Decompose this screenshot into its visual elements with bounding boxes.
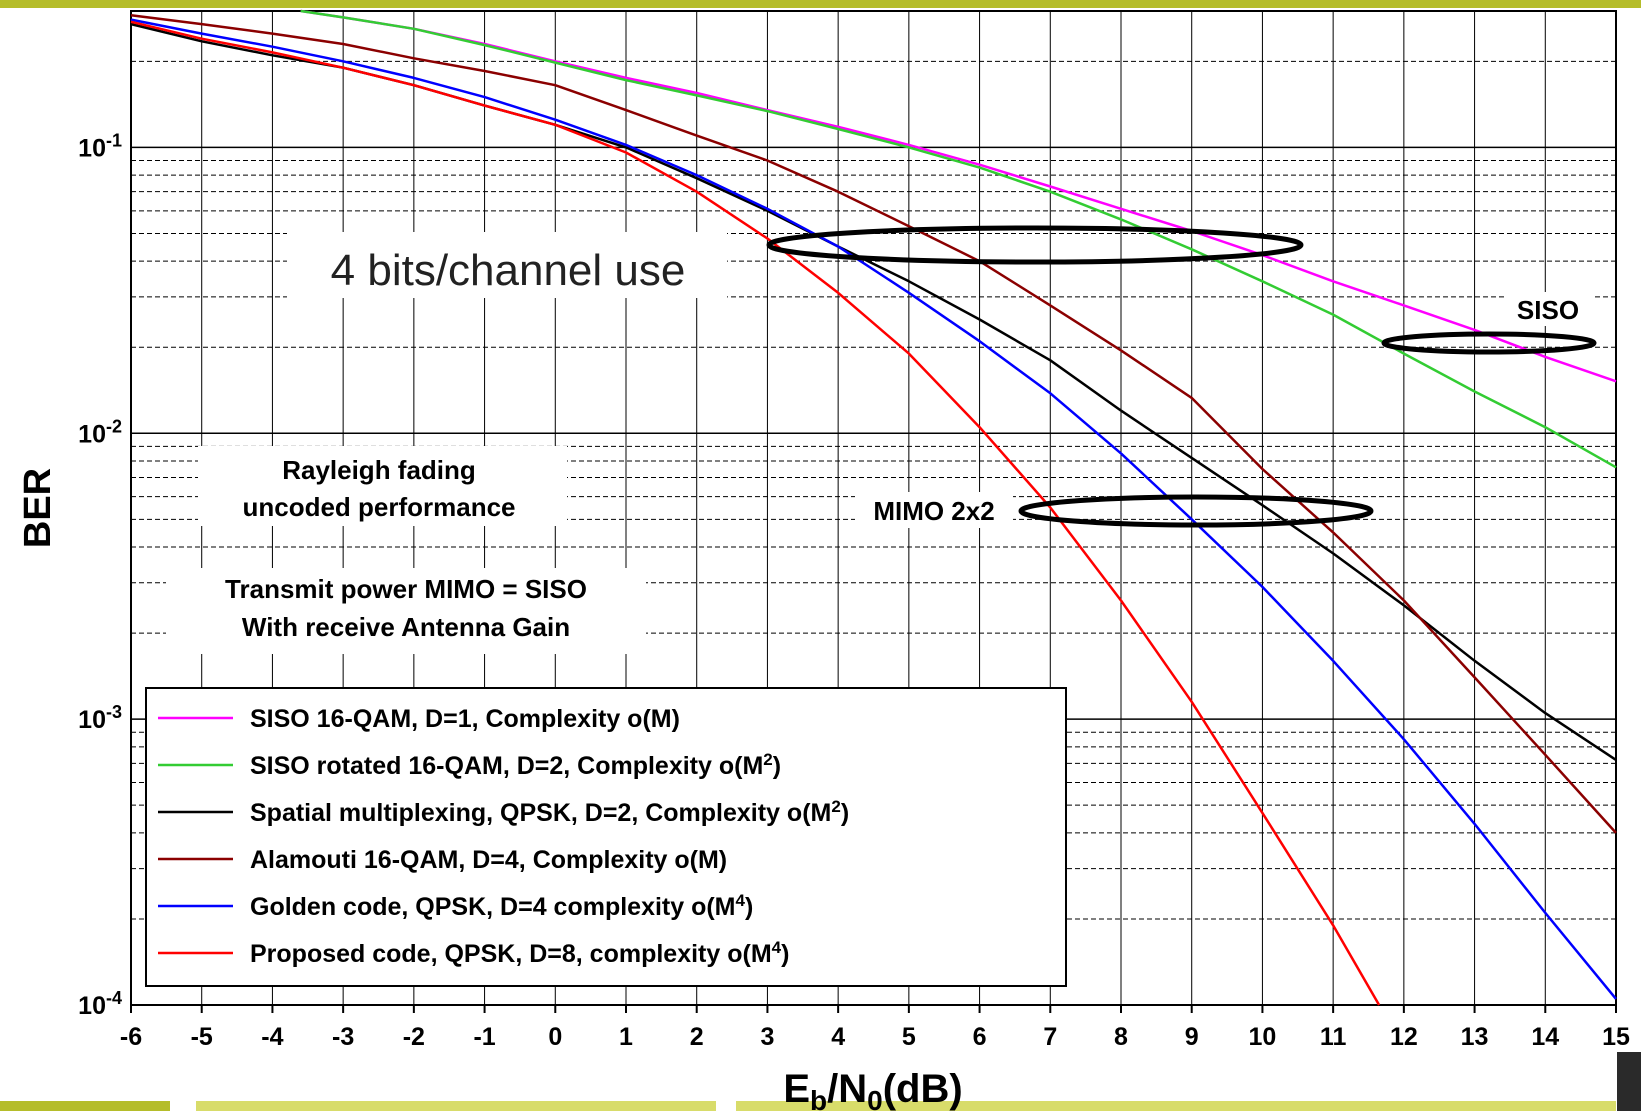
y-axis-title: BER xyxy=(17,468,59,548)
y-tick-label: 10-3 xyxy=(78,702,122,734)
legend-label-1: SISO 16-QAM, D=1, Complexity o(M) xyxy=(250,705,680,733)
legend-label-6: Proposed code, QPSK, D=8, complexity o(M… xyxy=(250,938,789,969)
series-lines xyxy=(130,9,1617,1006)
legend-label-tail: ) xyxy=(745,893,753,921)
fading-label-bg xyxy=(198,446,567,526)
y-tick-base: 10 xyxy=(78,420,106,448)
legend-label-superscript: 4 xyxy=(736,891,746,910)
legend-label-superscript: 2 xyxy=(831,797,840,816)
x-tick-label: -5 xyxy=(191,1023,213,1051)
plot-frame xyxy=(130,10,1617,1006)
x-axis-title-n: /N xyxy=(827,1067,867,1111)
fading-label-line2: uncoded performance xyxy=(242,492,515,522)
x-tick-label: 0 xyxy=(548,1023,562,1051)
legend-label-text: SISO rotated 16-QAM, D=2, Complexity o(M xyxy=(250,752,763,780)
x-axis-title-n-sub: 0 xyxy=(867,1085,883,1111)
legend: SISO 16-QAM, D=1, Complexity o(M) SISO ro… xyxy=(158,705,849,968)
y-tick-label: 10-4 xyxy=(78,988,122,1020)
x-tick-labels: -6 -5 -4 -3 -2 -1 0 1 2 3 4 5 6 7 8 9 10 11 12 13 14 15 xyxy=(120,1005,1630,1051)
bottom-accent-bar-2 xyxy=(196,1101,716,1111)
legend-label-2: SISO rotated 16-QAM, D=2, Complexity o(M… xyxy=(250,750,781,781)
series-line-5 xyxy=(130,18,1617,1000)
legend-label-5: Golden code, QPSK, D=4 complexity o(M4) xyxy=(250,891,753,922)
y-tick-label: 10-2 xyxy=(78,416,122,448)
siso-ellipse xyxy=(1381,331,1597,355)
legend-label-3: Spatial multiplexing, QPSK, D=2, Complex… xyxy=(250,797,849,828)
legend-label-text: SISO 16-QAM, D=1, Complexity o(M) xyxy=(250,705,680,733)
x-tick-label: 6 xyxy=(973,1023,987,1051)
bits-label: 4 bits/channel use xyxy=(331,246,686,295)
x-axis-title: Eb/N0(dB) xyxy=(783,1067,962,1111)
x-tick-label: 15 xyxy=(1602,1023,1630,1051)
x-tick-label: -4 xyxy=(261,1023,283,1051)
legend-box xyxy=(145,687,1067,987)
x-tick-label: 11 xyxy=(1320,1023,1347,1051)
y-tick-exponent: -2 xyxy=(106,416,122,436)
legend-label-tail: ) xyxy=(841,799,849,827)
legend-label-text: Alamouti 16-QAM, D=4, Complexity o(M) xyxy=(250,846,727,874)
y-tick-base: 10 xyxy=(78,134,106,162)
x-tick-label: -1 xyxy=(473,1023,495,1051)
mimo-ellipse xyxy=(1018,494,1374,528)
x-tick-label: 2 xyxy=(690,1023,704,1051)
x-tick-label: 13 xyxy=(1461,1023,1489,1051)
corner-logo xyxy=(1617,1052,1641,1111)
x-tick-label: 1 xyxy=(619,1023,633,1051)
series-line-6 xyxy=(130,20,1381,1006)
bits-label-bg xyxy=(287,232,727,298)
legend-label-text: Golden code, QPSK, D=4 complexity o(M xyxy=(250,893,736,921)
top-accent-bar xyxy=(0,0,1641,8)
power-label-line2: With receive Antenna Gain xyxy=(242,612,570,642)
y-tick-base: 10 xyxy=(78,706,106,734)
series-line-4 xyxy=(130,13,1617,834)
y-tick-exponent: -4 xyxy=(106,988,122,1008)
legend-label-text: Proposed code, QPSK, D=8, complexity o(M xyxy=(250,940,772,968)
x-tick-label: 4 xyxy=(831,1023,845,1051)
siso-label-bg xyxy=(1506,292,1592,326)
legend-label-4: Alamouti 16-QAM, D=4, Complexity o(M) xyxy=(250,846,727,874)
y-tick-label: 10-1 xyxy=(78,130,122,162)
fading-label-line1: Rayleigh fading xyxy=(282,455,476,485)
x-tick-label: 7 xyxy=(1043,1023,1057,1051)
x-tick-label: 9 xyxy=(1185,1023,1199,1051)
legend-label-tail: ) xyxy=(773,752,781,780)
bits-ellipse xyxy=(766,225,1304,265)
y-tick-exponent: -1 xyxy=(106,130,122,150)
bottom-accent-bar-1 xyxy=(0,1101,170,1111)
bottom-accent-bar-3 xyxy=(736,1101,1616,1111)
mimo-label-bg xyxy=(855,492,1013,528)
siso-label: SISO xyxy=(1517,295,1579,325)
legend-label-text: Spatial multiplexing, QPSK, D=2, Complex… xyxy=(250,799,831,827)
x-tick-label: 12 xyxy=(1390,1023,1418,1051)
x-axis-title-e-sub: b xyxy=(810,1085,827,1111)
x-tick-label: -6 xyxy=(120,1023,142,1051)
x-tick-label: -2 xyxy=(403,1023,425,1051)
mimo-label: MIMO 2x2 xyxy=(873,496,994,526)
legend-label-superscript: 4 xyxy=(772,938,782,957)
power-label-bg xyxy=(166,568,646,654)
legend-label-tail: ) xyxy=(781,940,789,968)
x-axis-title-unit: (dB) xyxy=(883,1067,963,1111)
legend-label-superscript: 2 xyxy=(763,750,772,769)
y-tick-exponent: -3 xyxy=(106,702,122,722)
y-tick-labels: 10-110-210-310-4 xyxy=(78,130,122,1020)
x-tick-label: 14 xyxy=(1531,1023,1559,1051)
x-tick-label: 5 xyxy=(902,1023,916,1051)
x-axis-title-e: E xyxy=(783,1067,810,1111)
x-tick-label: 8 xyxy=(1114,1023,1128,1051)
power-label-line1: Transmit power MIMO = SISO xyxy=(225,574,587,604)
x-tick-label: 10 xyxy=(1249,1023,1277,1051)
x-tick-label: -3 xyxy=(332,1023,354,1051)
x-tick-label: 3 xyxy=(760,1023,774,1051)
y-tick-base: 10 xyxy=(78,992,106,1020)
